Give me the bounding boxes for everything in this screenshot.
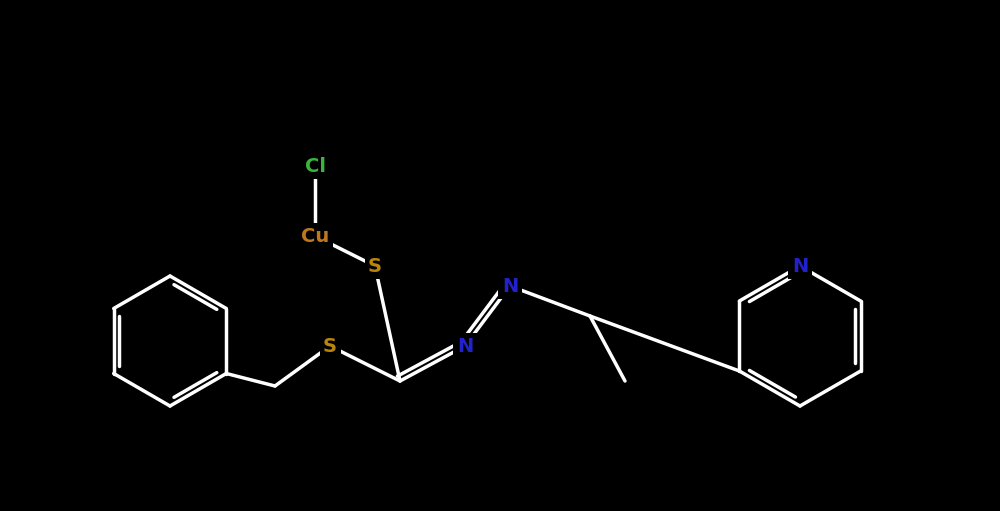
- Text: N: N: [457, 337, 473, 356]
- Text: N: N: [792, 257, 808, 275]
- Text: Cu: Cu: [301, 226, 329, 245]
- Text: Cl: Cl: [304, 156, 326, 175]
- Text: S: S: [368, 257, 382, 275]
- Text: N: N: [502, 276, 518, 295]
- Text: S: S: [323, 337, 337, 356]
